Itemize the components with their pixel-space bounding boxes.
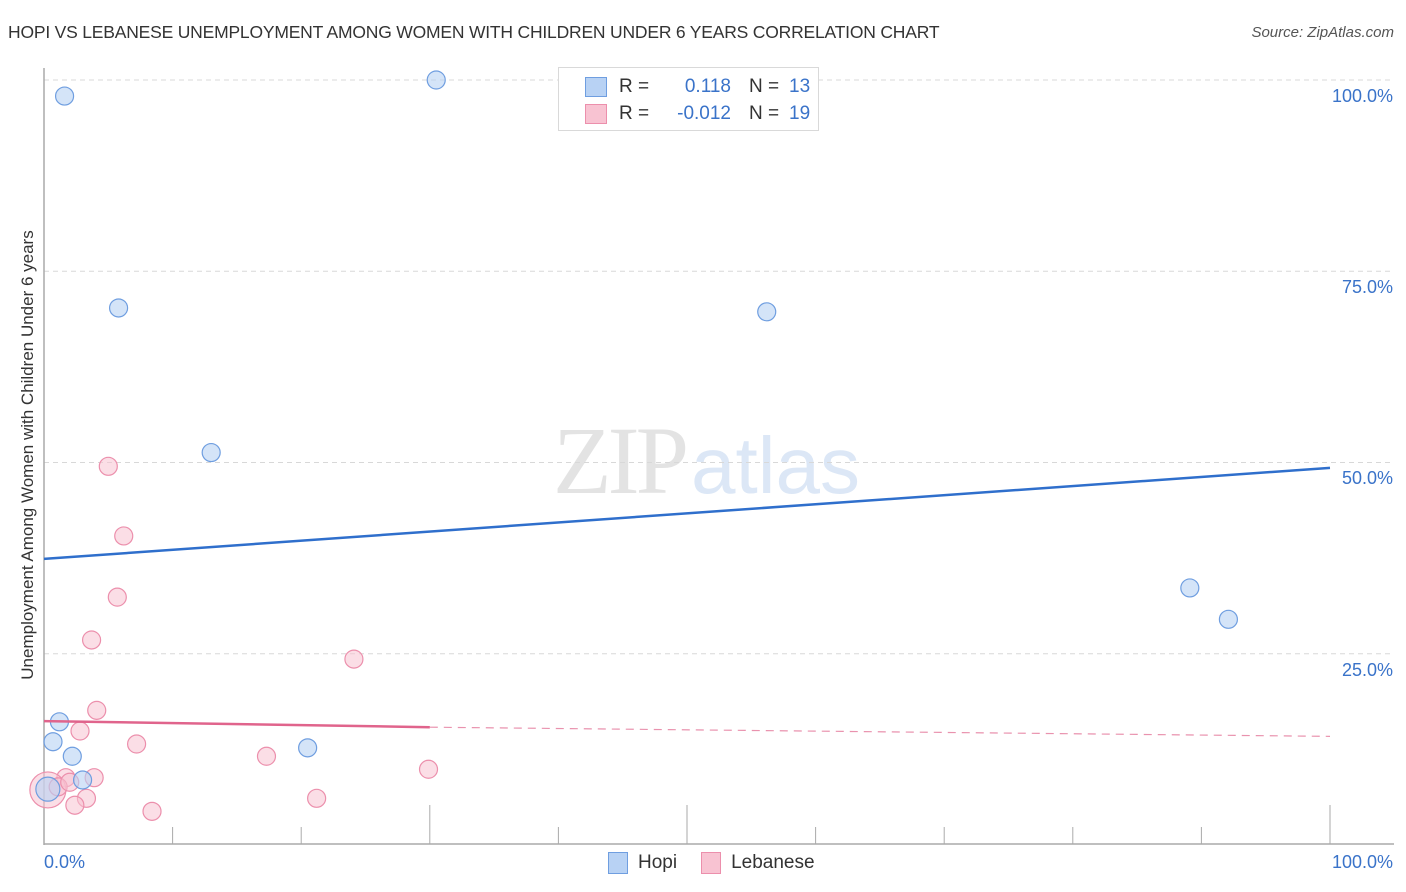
n-value: 13 <box>789 76 811 97</box>
x-tick-0: 0.0% <box>44 852 86 872</box>
lebanese-trend-line <box>43 719 430 729</box>
y-axis-label: Unemployment Among Women with Children U… <box>18 230 37 680</box>
hopi-point <box>35 776 61 802</box>
hopi-point <box>426 70 446 90</box>
hopi-point <box>62 746 82 766</box>
n-label: N = <box>749 103 780 124</box>
lebanese-point <box>98 456 118 476</box>
y-tick-100: 100.0% <box>1331 86 1393 106</box>
y-tick-25: 25.0% <box>1341 660 1393 680</box>
hopi-swatch-icon <box>608 852 628 874</box>
chart-title: HOPI VS LEBANESE UNEMPLOYMENT AMONG WOME… <box>8 22 940 42</box>
lebanese-swatch-icon <box>585 104 607 124</box>
hopi-point <box>108 298 129 318</box>
lebanese-point <box>142 801 162 821</box>
hopi-point <box>72 770 93 790</box>
hopi-point <box>1218 609 1239 629</box>
r-value: -0.012 <box>677 103 731 124</box>
n-value: 19 <box>789 103 811 124</box>
lebanese-swatch-icon <box>701 852 722 874</box>
gridlines <box>44 79 1392 655</box>
legend-label: Hopi <box>638 852 678 873</box>
legend-item-hopi[interactable]: Hopi <box>608 852 677 874</box>
x-tick-100: 100.0% <box>1331 852 1393 872</box>
hopi-point <box>1180 578 1200 598</box>
lebanese-point <box>114 526 134 546</box>
lebanese-point <box>107 587 127 607</box>
y-tick-50: 50.0% <box>1341 468 1393 488</box>
lebanese-point <box>344 649 364 669</box>
stats-legend: R = 0.118 N = 13 R = -0.012 N = 19 <box>558 67 819 131</box>
lebanese-point <box>307 788 327 808</box>
r-value: 0.118 <box>684 76 731 97</box>
hopi-trend-line <box>43 466 1331 561</box>
watermark: ZIPatlas <box>553 405 860 516</box>
hopi-point <box>43 732 63 752</box>
watermark-atlas: atlas <box>691 421 860 510</box>
lebanese-point <box>70 721 90 741</box>
lebanese-point <box>256 746 277 766</box>
lebanese-point <box>126 734 147 754</box>
legend-item-lebanese[interactable]: Lebanese <box>701 852 815 874</box>
source-label: Source: ZipAtlas.com <box>1251 24 1394 41</box>
lebanese-trend-extension <box>429 726 1331 737</box>
series-legend: Hopi Lebanese <box>608 852 839 874</box>
n-label: N = <box>749 76 780 97</box>
hopi-point <box>54 86 75 106</box>
hopi-point <box>298 738 318 758</box>
lebanese-point <box>418 759 439 779</box>
lebanese-point <box>81 630 102 650</box>
watermark-zip: ZIP <box>553 407 689 514</box>
lebanese-points <box>29 456 439 821</box>
hopi-point <box>201 442 221 463</box>
legend-label: Lebanese <box>731 852 815 873</box>
trend-lines <box>43 466 1331 737</box>
legend-row-hopi: R = 0.118 N = 13 <box>585 75 810 99</box>
legend-row-lebanese: R = -0.012 N = 19 <box>585 102 810 126</box>
r-label: R = <box>619 76 650 97</box>
hopi-points <box>35 70 1239 802</box>
y-tick-75: 75.0% <box>1341 277 1393 297</box>
lebanese-point <box>65 795 85 815</box>
r-label: R = <box>619 103 650 124</box>
hopi-point <box>757 302 777 322</box>
lebanese-point <box>87 700 107 720</box>
hopi-swatch-icon <box>585 77 607 97</box>
axes <box>43 68 1394 845</box>
